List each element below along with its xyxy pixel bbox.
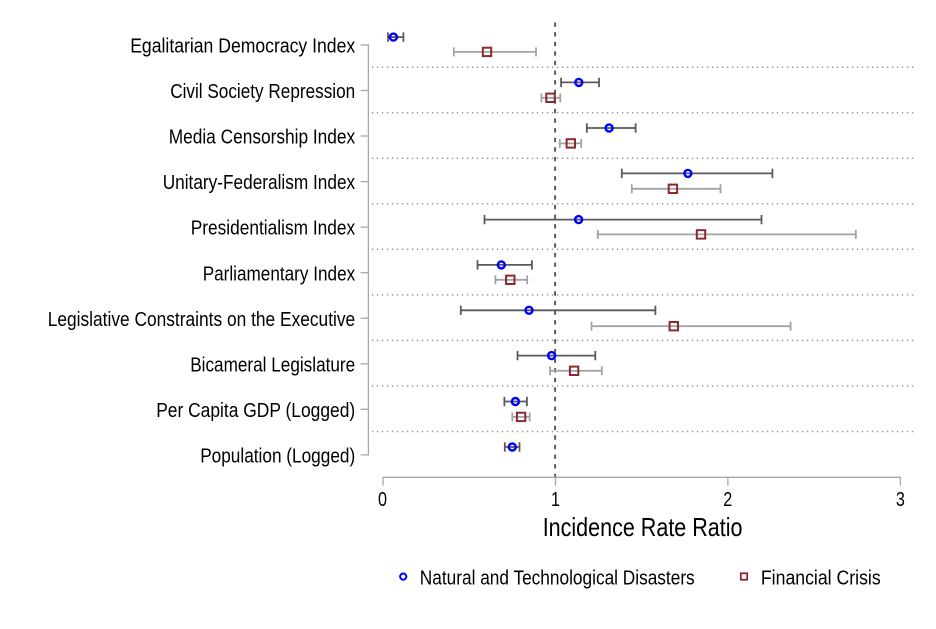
svg-text:Parliamentary Index: Parliamentary Index (203, 263, 356, 285)
svg-text:2: 2 (723, 489, 732, 511)
svg-text:Presidentialism Index: Presidentialism Index (191, 218, 356, 240)
svg-text:Per Capita GDP (Logged): Per Capita GDP (Logged) (156, 400, 355, 422)
svg-text:Media Censorship Index: Media Censorship Index (169, 127, 356, 149)
svg-text:Financial Crisis: Financial Crisis (761, 567, 881, 589)
svg-text:Incidence Rate Ratio: Incidence Rate Ratio (543, 514, 743, 542)
svg-text:Bicameral Legislature: Bicameral Legislature (190, 354, 355, 376)
svg-text:1: 1 (551, 489, 560, 511)
svg-text:3: 3 (896, 489, 905, 511)
svg-text:0: 0 (378, 489, 387, 511)
svg-text:Civil Society Repression: Civil Society Repression (170, 81, 355, 103)
svg-text:Legislative Constraints on the: Legislative Constraints on the Executive (48, 309, 356, 331)
svg-text:Unitary-Federalism Index: Unitary-Federalism Index (163, 172, 356, 194)
svg-text:Population (Logged): Population (Logged) (200, 446, 355, 468)
svg-text:Egalitarian Democracy Index: Egalitarian Democracy Index (130, 36, 355, 58)
svg-text:Natural and Technological Disa: Natural and Technological Disasters (420, 567, 695, 589)
